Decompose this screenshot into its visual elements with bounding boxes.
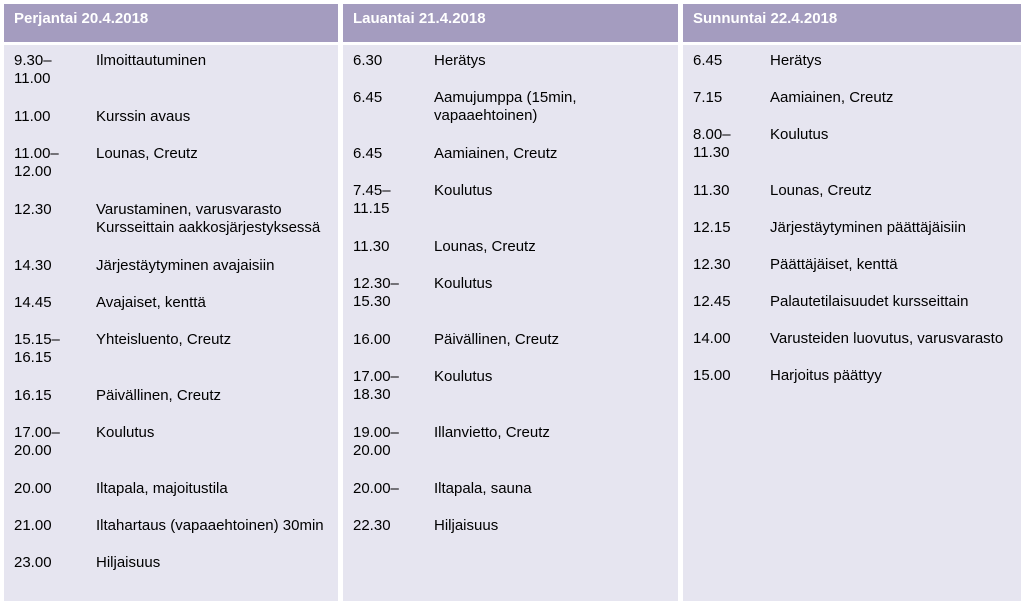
time-cell: 6.45 [353,145,383,162]
day-header-friday: Perjantai 20.4.2018 [4,4,338,42]
time-cell: 17.00– 18.30 [353,368,399,403]
time-cell: 16.15 [14,387,52,404]
activity-cell: Palautetilaisuudet kursseittain [770,293,969,310]
time-cell: 15.00 [693,367,731,384]
time-cell: 9.30– 11.00 [14,52,52,87]
time-cell: 19.00– 20.00 [353,424,399,459]
time-cell: 20.00– [353,480,399,497]
activity-cell: Koulutus [434,368,493,385]
activity-cell: Harjoitus päättyy [770,367,882,384]
time-cell: 7.15 [693,89,723,106]
time-cell: 11.00– 12.00 [14,145,59,180]
time-cell: 7.45– 11.15 [353,182,391,217]
activity-cell: Illanvietto, Creutz [434,424,550,441]
time-cell: 15.15– 16.15 [14,331,60,366]
time-cell: 22.30 [353,517,391,534]
time-cell: 14.45 [14,294,52,311]
activity-cell: Yhteisluento, Creutz [96,331,232,348]
activity-cell: Herätys [770,52,822,69]
activity-cell: Avajaiset, kenttä [96,294,206,311]
activity-cell: Koulutus [770,126,829,143]
time-cell: 12.30 [693,256,731,273]
time-cell: 14.00 [693,330,731,347]
activity-cell: Koulutus [434,182,493,199]
day-column-friday: 9.30– 11.00 Ilmoittautuminen 11.00 Kurssin … [4,45,338,601]
day-column-saturday: 6.30 Herätys 6.45 Aamujumppa (15min, vapaae… [343,45,678,601]
time-cell: 12.30 [14,201,52,218]
time-cell: 6.30 [353,52,383,69]
activity-cell: Järjestäytyminen päättäjäisiin [770,219,966,236]
activity-cell: Kurssin avaus [96,108,191,125]
time-cell: 14.30 [14,257,52,274]
activity-cell: Koulutus [434,275,493,292]
activity-cell: Iltahartaus (vapaaehtoinen) 30min [96,517,324,534]
time-cell: 8.00– 11.30 [693,126,731,161]
activity-cell: Lounas, Creutz [770,182,872,199]
time-cell: 11.30 [693,182,730,199]
day-header-sunday: Sunnuntai 22.4.2018 [683,4,1021,42]
time-cell: 12.15 [693,219,731,236]
activity-cell: Lounas, Creutz [96,145,198,162]
time-cell: 6.45 [353,89,383,106]
time-cell: 16.00 [353,331,391,348]
activity-cell: Koulutus [96,424,155,441]
activity-cell: Aamiainen, Creutz [434,145,558,162]
activity-cell: Päivällinen, Creutz [434,331,560,348]
activity-cell: Järjestäytyminen avajaisiin [96,257,275,274]
time-cell: 23.00 [14,554,52,571]
activity-cell: Varusteiden luovutus, varusvarasto [770,330,1004,347]
activity-cell: Päivällinen, Creutz [96,387,222,404]
activity-cell: Varustaminen, varusvarasto Kursseittain … [96,201,321,236]
time-cell: 11.30 [353,238,390,255]
day-header-saturday: Lauantai 21.4.2018 [343,4,678,42]
activity-cell: Aamujumppa (15min, vapaaehtoinen) [434,89,577,124]
activity-cell: Päättäjäiset, kenttä [770,256,898,273]
activity-cell: Iltapala, sauna [434,480,532,497]
activity-cell: Lounas, Creutz [434,238,536,255]
time-cell: 17.00– 20.00 [14,424,60,459]
time-cell: 20.00 [14,480,52,497]
time-cell: 11.00 [14,108,51,125]
activity-cell: Ilmoittautuminen [96,52,207,69]
time-cell: 21.00 [14,517,52,534]
activity-cell: Hiljaisuus [434,517,499,534]
time-cell: 6.45 [693,52,723,69]
activity-cell: Herätys [434,52,486,69]
time-cell: 12.30– 15.30 [353,275,399,310]
activity-cell: Aamiainen, Creutz [770,89,894,106]
time-cell: 12.45 [693,293,731,310]
activity-cell: Iltapala, majoitustila [96,480,228,497]
activity-cell: Hiljaisuus [96,554,161,571]
day-column-sunday: 6.45 Herätys 7.15 Aamiainen, Creutz 8.00– 11… [683,45,1021,601]
